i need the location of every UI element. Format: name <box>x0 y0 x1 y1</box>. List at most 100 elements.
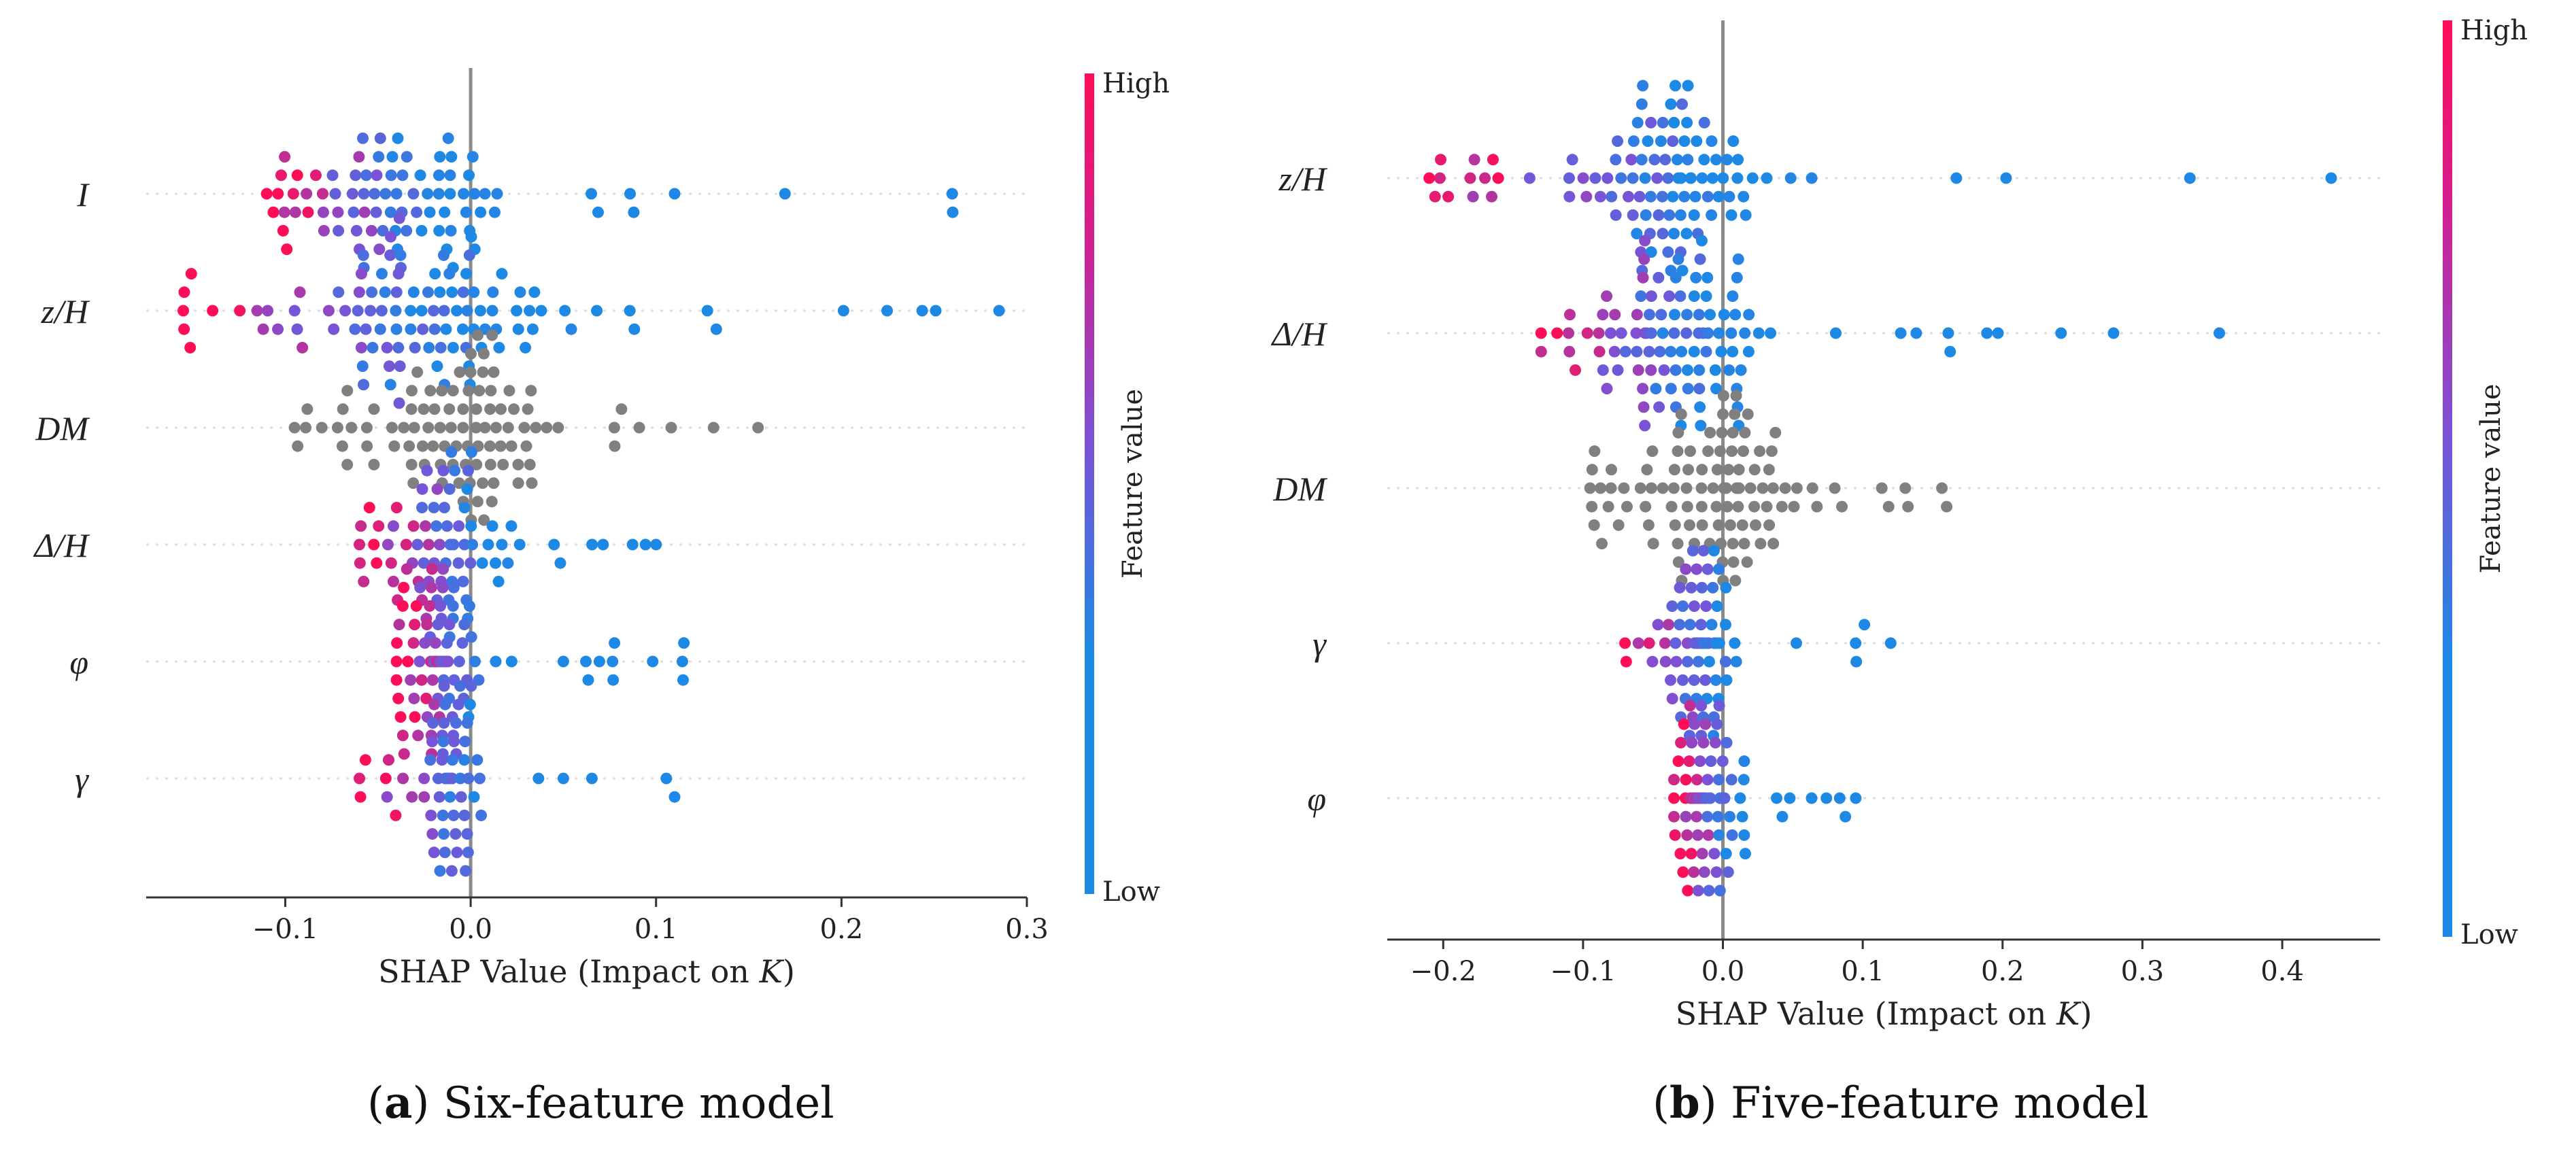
shap-point <box>677 674 689 686</box>
caption-a-letter: a <box>384 1078 413 1129</box>
shap-point <box>1670 655 1682 668</box>
shap-point <box>448 736 460 748</box>
shap-point <box>1884 637 1897 649</box>
shap-point <box>486 520 498 532</box>
shap-point <box>1621 500 1633 513</box>
shap-point <box>446 772 458 785</box>
shap-point <box>470 422 482 434</box>
shap-point <box>452 557 464 569</box>
shap-point <box>1672 426 1684 439</box>
shap-point <box>458 619 471 631</box>
shap-point <box>916 305 928 317</box>
shap-point <box>1761 500 1773 513</box>
shap-point <box>1637 383 1649 395</box>
shap-point <box>468 286 480 298</box>
shap-point <box>676 655 688 668</box>
shap-point <box>1676 98 1688 110</box>
shap-point <box>275 169 287 182</box>
shap-point <box>392 341 405 354</box>
shap-point <box>476 557 488 569</box>
shap-point <box>411 206 423 218</box>
shap-point <box>368 538 380 551</box>
shap-point <box>508 403 520 415</box>
shap-point <box>1806 482 1818 494</box>
shap-point <box>423 341 435 354</box>
shap-point <box>469 655 481 668</box>
shap-point <box>1709 736 1721 749</box>
shap-point <box>1767 482 1779 494</box>
panel-b-five-feature-chart: z/H Δ/H DM γ φ −0.2 −0.1 0.0 0.1 0.2 0.3 0.4 SHAP … <box>1271 15 2528 1032</box>
shap-point <box>400 538 412 551</box>
shap-point <box>291 169 303 182</box>
shap-point <box>398 422 410 434</box>
shap-point <box>1730 390 1742 402</box>
shap-point <box>1712 190 1725 203</box>
feature-label: z/H <box>41 292 90 330</box>
shap-point <box>1646 655 1659 668</box>
shap-point <box>1635 290 1647 303</box>
shap-point <box>1682 655 1694 668</box>
shap-point <box>1694 401 1706 413</box>
shap-point <box>1610 209 1622 221</box>
shap-point <box>1612 135 1624 148</box>
shap-point <box>1703 884 1715 897</box>
shap-point <box>251 305 263 317</box>
shap-point <box>1711 718 1723 730</box>
shap-point <box>1701 190 1714 203</box>
shap-point <box>1744 482 1757 494</box>
shap-point <box>1563 190 1576 203</box>
shap-point <box>609 440 621 452</box>
feature-label: z/H <box>1278 160 1328 198</box>
shap-point <box>456 637 469 649</box>
shap-point <box>628 323 641 335</box>
shap-point <box>460 865 472 877</box>
shap-point <box>1727 426 1739 439</box>
shap-point <box>624 188 637 200</box>
panel-b-colorbar-title: Feature value <box>2475 383 2507 573</box>
shap-point <box>1602 500 1614 513</box>
shap-point <box>477 366 489 378</box>
shap-point <box>461 305 473 317</box>
shap-point <box>1696 464 1708 476</box>
shap-point <box>424 206 436 218</box>
shap-point <box>1642 519 1655 531</box>
shap-point <box>461 828 473 840</box>
shap-point <box>416 224 428 237</box>
shap-point <box>1726 445 1738 458</box>
shap-point <box>405 403 418 415</box>
shap-point <box>592 206 605 218</box>
shap-point <box>505 655 518 668</box>
shap-point <box>424 600 436 612</box>
shap-point <box>1672 755 1684 768</box>
shap-point <box>409 341 421 354</box>
shap-point <box>463 249 475 261</box>
shap-point <box>1698 116 1710 128</box>
shap-point <box>1681 364 1693 376</box>
shap-point <box>1710 674 1722 686</box>
shap-point <box>411 538 424 551</box>
shap-point <box>1717 408 1729 420</box>
shap-point <box>441 637 453 649</box>
shap-point <box>490 655 502 668</box>
shap-point <box>379 188 392 200</box>
shap-point <box>352 305 364 317</box>
shap-point <box>401 151 413 163</box>
panel-a-xlabel-var: K <box>759 953 785 990</box>
shap-point <box>1657 116 1669 128</box>
shap-point <box>1702 327 1714 339</box>
shap-point <box>1722 866 1734 878</box>
shap-point <box>407 188 420 200</box>
shap-point <box>1705 755 1717 768</box>
shap-point <box>1625 154 1638 166</box>
shap-point <box>1577 172 1589 184</box>
shap-point <box>437 563 450 575</box>
shap-point <box>488 366 500 378</box>
shap-point <box>1691 774 1703 786</box>
shap-point <box>420 520 432 532</box>
shap-point <box>1646 445 1659 458</box>
shap-point <box>371 557 383 569</box>
shap-point <box>1721 154 1733 166</box>
shap-point <box>557 772 569 785</box>
shap-point <box>428 502 440 514</box>
shap-point <box>373 520 385 532</box>
